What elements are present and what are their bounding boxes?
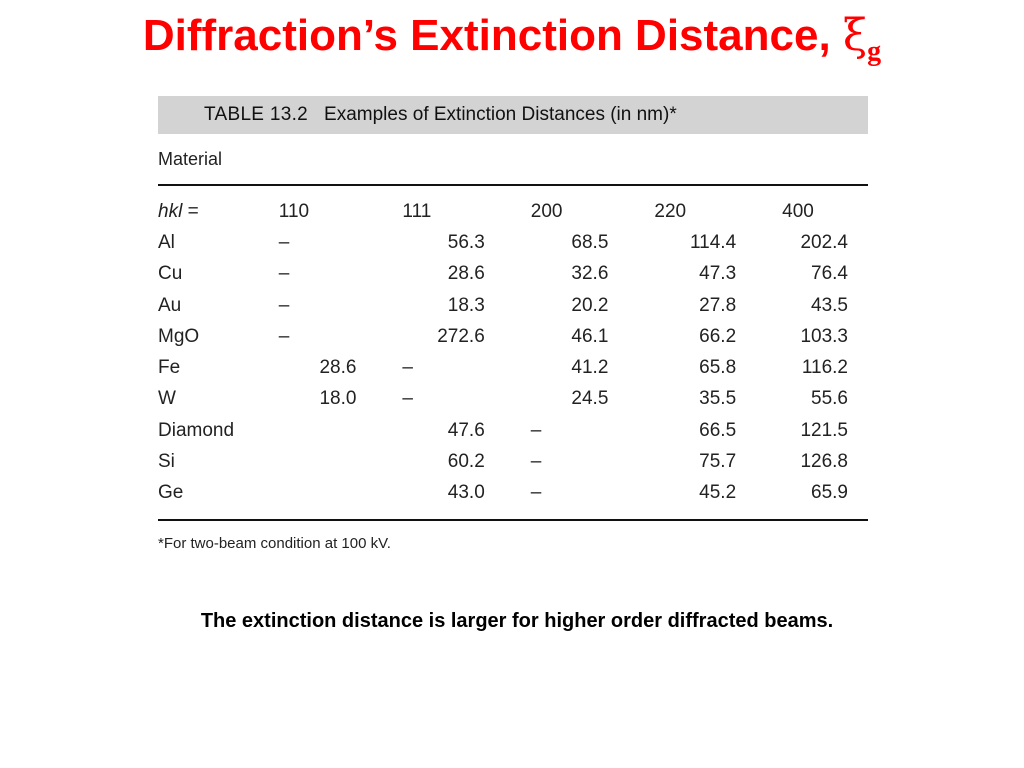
value-cell: 46.1 [571,325,609,347]
value-cell: 47.6 [447,419,485,441]
table-row: Fe 28.6 – 41.2 65.8 116.2 [158,352,868,383]
table-row: Si 60.2 – 75.7 126.8 [158,446,868,477]
table-row: Ge 43.0 – 45.2 65.9 [158,478,868,520]
material-cell: Diamond [158,419,235,441]
material-column-label: Material [158,134,868,186]
value-cell: 66.5 [699,419,737,441]
header-cell: 400 [782,200,814,222]
value-cell: 121.5 [800,419,848,441]
value-cell: 35.5 [699,388,737,410]
value-cell: – [530,482,542,504]
value-cell [275,446,399,477]
value-cell: 76.4 [811,263,848,285]
header-cell: 110 [278,200,310,222]
value-cell: 272.6 [437,325,485,347]
value-cell: 18.3 [447,294,485,316]
table-number: TABLE 13.2 [204,104,309,125]
explanation-note: The extinction distance is larger for hi… [200,610,834,632]
value-cell: 18.0 [319,388,357,410]
material-cell: Cu [158,263,183,285]
value-cell: 43.5 [811,294,848,316]
value-cell: 103.3 [800,325,848,347]
value-cell: 202.4 [800,231,848,253]
extinction-table-figure: TABLE 13.2 Examples of Extinction Distan… [158,96,868,552]
table-row: W 18.0 – 24.5 35.5 55.6 [158,384,868,415]
table-row: Cu – 28.6 32.6 47.3 76.4 [158,259,868,290]
material-cell: Ge [158,482,184,504]
value-cell: 24.5 [571,388,609,410]
value-cell: 41.2 [571,357,609,379]
table-row: Au – 18.3 20.2 27.8 43.5 [158,290,868,321]
value-cell: 28.6 [447,263,485,285]
value-cell: – [278,325,290,347]
table-row: Al – 56.3 68.5 114.4 202.4 [158,227,868,258]
hkl-label: hkl = [158,200,199,222]
value-cell: 68.5 [571,231,609,253]
value-cell: 20.2 [571,294,609,316]
value-cell: – [530,419,542,441]
value-cell: 43.0 [447,482,485,504]
material-cell: Au [158,294,182,316]
material-cell: Si [158,451,175,473]
value-cell: 56.3 [447,231,485,253]
slide-title: Diffraction’s Extinction Distance, ξg [0,4,1024,74]
hkl-text: hkl [158,200,183,222]
table-caption: TABLE 13.2 Examples of Extinction Distan… [158,96,868,134]
header-cell: 111 [402,200,432,222]
value-cell: 27.8 [699,294,737,316]
value-cell: 45.2 [699,482,737,504]
value-cell: – [530,451,542,473]
title-subscript: g [867,36,882,67]
value-cell: – [278,231,290,253]
table-row: MgO – 272.6 46.1 66.2 103.3 [158,321,868,352]
value-cell [275,478,399,520]
value-cell: 66.2 [699,325,737,347]
material-cell: MgO [158,325,200,347]
value-cell: 75.7 [699,451,737,473]
table-header-row: hkl = 110 111 200 220 400 [158,186,868,227]
table-title: Examples of Extinction Distances (in nm)… [324,104,677,125]
value-cell: 47.3 [699,263,737,285]
material-cell: W [158,388,176,410]
value-cell [275,415,399,446]
table-row: Diamond 47.6 – 66.5 121.5 [158,415,868,446]
material-cell: Al [158,231,175,253]
slide-title-text: Diffraction’s Extinction Distance, [142,11,843,60]
value-cell: 116.2 [801,357,848,379]
value-cell: 65.9 [811,482,848,504]
xi-symbol: ξ [842,10,868,61]
value-cell: 28.6 [319,357,357,379]
material-cell: Fe [158,357,181,379]
extinction-table: hkl = 110 111 200 220 400 Al – 56.3 68.5 114… [158,186,868,521]
value-cell: 55.6 [811,388,848,410]
value-cell: 126.8 [800,451,848,473]
value-cell: 32.6 [571,263,609,285]
table-footnote: *For two-beam condition at 100 kV. [158,534,391,552]
value-cell: – [278,263,290,285]
value-cell: 114.4 [690,231,737,253]
value-cell: – [402,357,413,379]
header-cell: 220 [654,200,687,222]
value-cell: – [278,294,290,316]
header-cell: 200 [530,200,563,222]
value-cell: 60.2 [447,451,485,473]
value-cell: – [402,388,413,410]
value-cell: 65.8 [699,357,737,379]
